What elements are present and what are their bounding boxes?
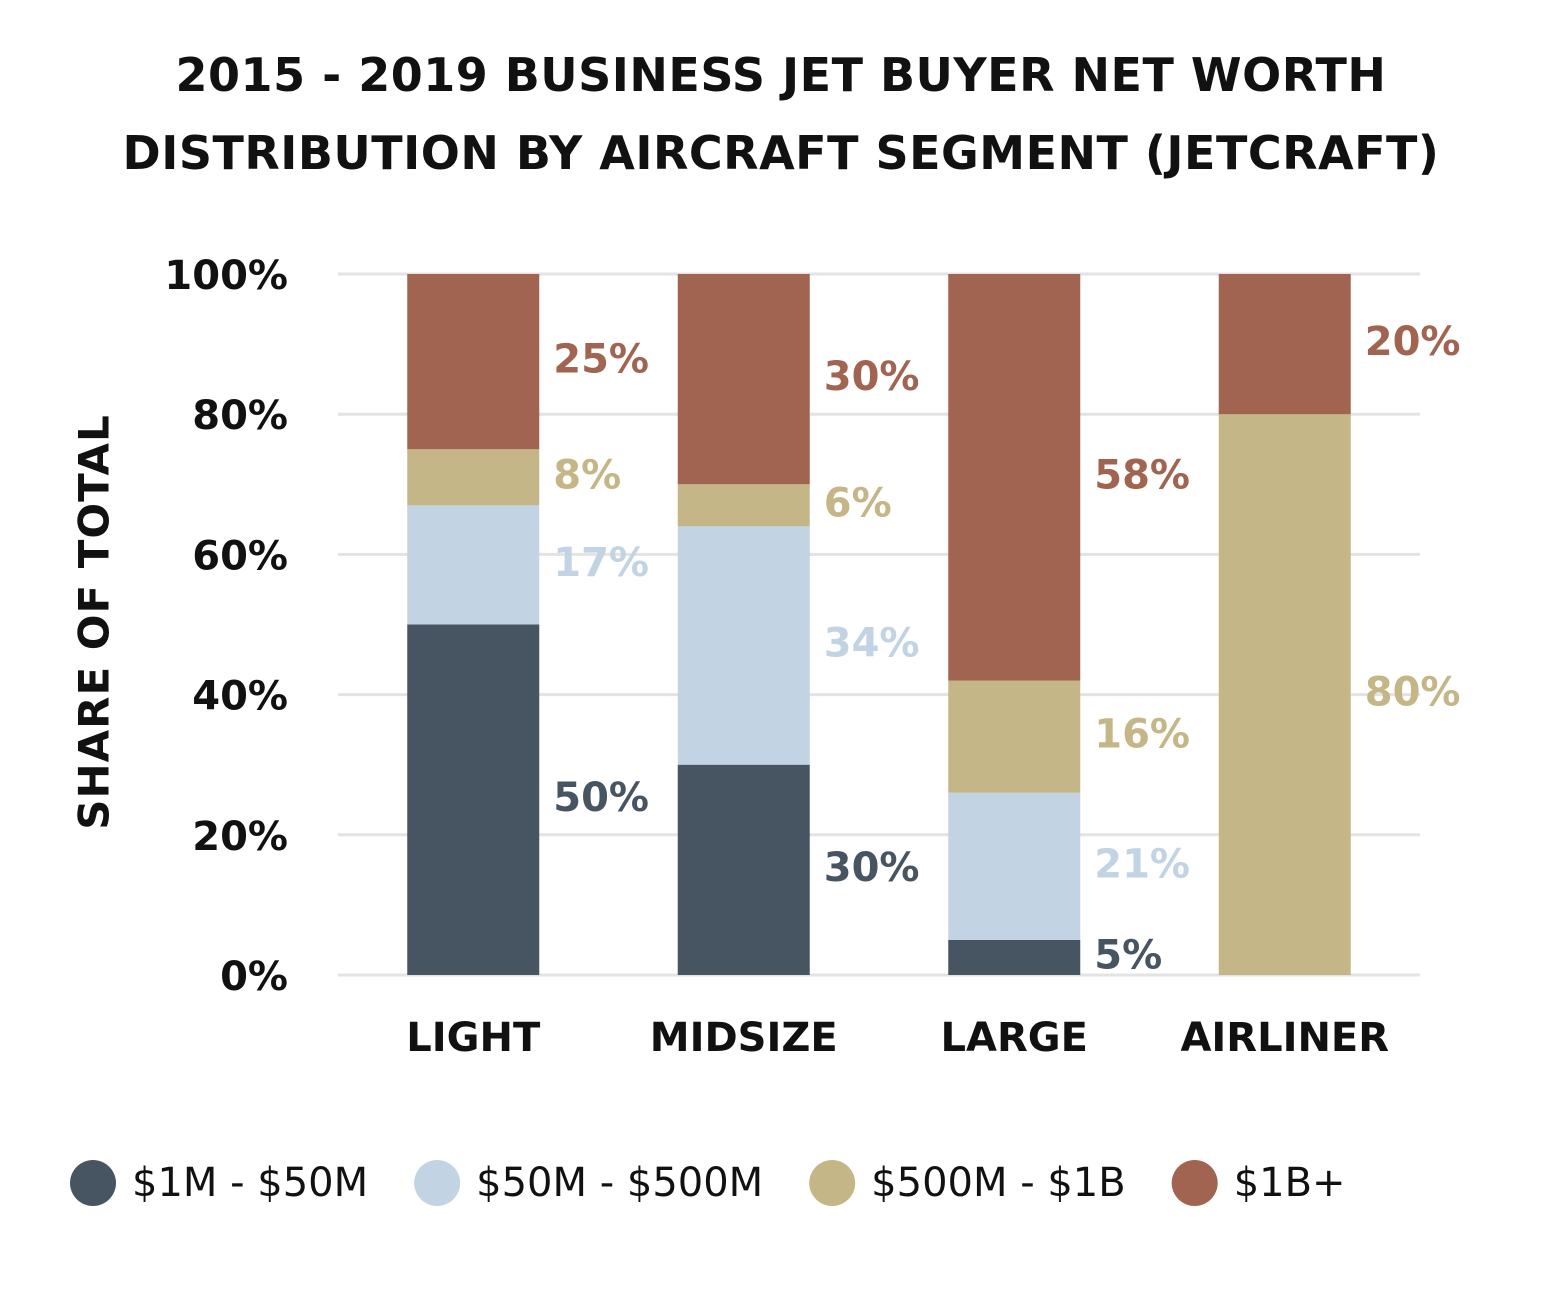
y-tick-label: 0% [220, 954, 288, 1000]
bar-segment [948, 792, 1081, 940]
legend-label: $1B+ [1234, 1160, 1346, 1206]
y-tick-label: 20% [192, 814, 288, 860]
data-label: 50% [553, 775, 649, 821]
data-label: 30% [824, 845, 920, 891]
x-tick-label: MIDSIZE [650, 1015, 838, 1061]
bar-segment [677, 274, 810, 485]
legend-marker [70, 1160, 116, 1206]
data-label: 16% [1094, 712, 1190, 758]
y-tick-label: 40% [192, 674, 288, 720]
data-label: 30% [824, 354, 920, 400]
bar-segment [1218, 414, 1351, 975]
bar-segment [677, 484, 810, 527]
x-tick-label: AIRLINER [1180, 1015, 1389, 1061]
chart-title: 2015 - 2019 BUSINESS JET BUYER NET WORTH… [122, 48, 1440, 180]
bar-segment [407, 624, 540, 975]
y-tick-label: 60% [192, 533, 288, 579]
x-tick-label: LARGE [941, 1015, 1088, 1061]
data-label: 25% [553, 337, 649, 383]
bar-segment [407, 505, 540, 625]
x-tick-label: LIGHT [406, 1015, 541, 1061]
bar-segment [677, 526, 810, 765]
legend-marker [1171, 1160, 1218, 1206]
data-label: 20% [1365, 319, 1461, 365]
data-label: 8% [553, 452, 621, 498]
data-label: 58% [1094, 452, 1190, 498]
data-label: 34% [824, 621, 920, 667]
bar-segment [1218, 274, 1351, 415]
bar-segment [948, 680, 1081, 793]
legend-label: $50M - $500M [476, 1160, 763, 1206]
data-label: 80% [1365, 670, 1461, 716]
legend-label: $500M - $1B [871, 1160, 1126, 1206]
legend-label: $1M - $50M [132, 1160, 368, 1206]
bar-segment [948, 274, 1081, 681]
legend-marker [809, 1160, 856, 1206]
bar-segment [407, 274, 540, 450]
data-label: 21% [1094, 841, 1190, 887]
legend-marker [414, 1160, 461, 1206]
bar-segment [677, 764, 810, 975]
data-label: 6% [824, 480, 892, 526]
data-label: 17% [553, 540, 649, 586]
y-tick-label: 80% [192, 393, 288, 439]
y-tick-label: 100% [164, 253, 288, 299]
bar-segment [407, 449, 540, 506]
bar-segment [948, 939, 1081, 975]
data-label: 5% [1094, 932, 1162, 978]
y-axis-label: SHARE OF TOTAL [70, 414, 119, 830]
